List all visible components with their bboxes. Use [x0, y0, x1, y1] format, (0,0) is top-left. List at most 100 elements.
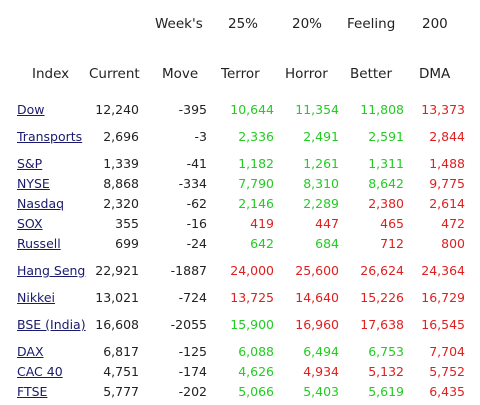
cell-current: 5,777: [103, 384, 139, 399]
cell-dma: 13,373: [421, 102, 465, 117]
cell-horror: 684: [315, 236, 339, 251]
cell-horror: 5,403: [303, 384, 339, 399]
cell-dma: 1,488: [429, 156, 465, 171]
header-move: Move: [162, 66, 199, 82]
cell-horror: 14,640: [295, 290, 339, 305]
cell-current: 16,608: [95, 317, 139, 332]
cell-dma: 16,545: [421, 317, 465, 332]
cell-horror: 25,600: [295, 263, 339, 278]
cell-better: 17,638: [360, 317, 404, 332]
cell-better: 712: [380, 236, 404, 251]
cell-current: 22,921: [95, 263, 139, 278]
cell-dma: 472: [441, 216, 465, 231]
cell-dma: 5,752: [429, 364, 465, 379]
header-index: Index: [32, 66, 70, 82]
cell-better: 6,753: [368, 344, 404, 359]
cell-move: -334: [178, 176, 207, 191]
cell-terror: 24,000: [230, 263, 274, 278]
cell-better: 465: [380, 216, 404, 231]
cell-current: 12,240: [95, 102, 139, 117]
header-better: Better: [350, 66, 393, 82]
cell-better: 26,624: [360, 263, 404, 278]
cell-horror: 16,960: [295, 317, 339, 332]
index-link[interactable]: Nikkei: [17, 290, 56, 305]
cell-dma: 9,775: [429, 176, 465, 191]
cell-move: -62: [186, 196, 207, 211]
cell-dma: 800: [441, 236, 465, 251]
header-dma-top: 200: [422, 16, 448, 32]
index-link[interactable]: Dow: [17, 102, 45, 117]
cell-better: 15,226: [360, 290, 404, 305]
cell-move: -41: [186, 156, 207, 171]
cell-horror: 4,934: [303, 364, 339, 379]
index-link[interactable]: BSE (India): [17, 317, 86, 332]
cell-current: 8,868: [103, 176, 139, 191]
cell-terror: 2,336: [238, 129, 274, 144]
header-move-top: Week's: [155, 16, 203, 32]
cell-current: 4,751: [103, 364, 139, 379]
index-link[interactable]: NYSE: [17, 176, 50, 191]
index-link[interactable]: Hang Seng: [17, 263, 86, 278]
cell-move: -24: [186, 236, 207, 251]
cell-move: -202: [178, 384, 207, 399]
cell-current: 2,320: [103, 196, 139, 211]
cell-horror: 2,491: [303, 129, 339, 144]
index-link[interactable]: DAX: [17, 344, 44, 359]
cell-terror: 2,146: [238, 196, 274, 211]
cell-terror: 10,644: [230, 102, 274, 117]
cell-better: 1,311: [368, 156, 404, 171]
cell-better: 5,132: [368, 364, 404, 379]
cell-terror: 1,182: [238, 156, 274, 171]
cell-horror: 1,261: [303, 156, 339, 171]
cell-current: 2,696: [103, 129, 139, 144]
header-horror-top: 20%: [292, 16, 323, 32]
index-link[interactable]: Nasdaq: [17, 196, 65, 211]
cell-dma: 6,435: [429, 384, 465, 399]
cell-move: -125: [178, 344, 207, 359]
cell-horror: 447: [315, 216, 339, 231]
header-current: Current: [89, 66, 140, 82]
header-horror: Horror: [285, 66, 328, 82]
cell-move: -1887: [170, 263, 207, 278]
cell-terror: 6,088: [238, 344, 274, 359]
cell-better: 5,619: [368, 384, 404, 399]
header-terror-top: 25%: [228, 16, 259, 32]
cell-terror: 15,900: [230, 317, 274, 332]
cell-terror: 7,790: [238, 176, 274, 191]
header-better-top: Feeling: [347, 16, 396, 32]
cell-dma: 7,704: [429, 344, 465, 359]
cell-current: 13,021: [95, 290, 139, 305]
cell-terror: 419: [250, 216, 274, 231]
cell-move: -2055: [170, 317, 207, 332]
cell-terror: 5,066: [238, 384, 274, 399]
cell-horror: 6,494: [303, 344, 339, 359]
index-link[interactable]: Russell: [17, 236, 61, 251]
index-link[interactable]: Transports: [17, 129, 83, 144]
cell-move: -395: [178, 102, 207, 117]
cell-move: -174: [178, 364, 207, 379]
header-terror: Terror: [221, 66, 260, 82]
index-link[interactable]: FTSE: [17, 384, 48, 399]
header-dma: DMA: [419, 66, 451, 82]
index-link[interactable]: SOX: [17, 216, 43, 231]
index-link[interactable]: CAC 40: [17, 364, 63, 379]
cell-better: 8,642: [368, 176, 404, 191]
cell-move: -16: [186, 216, 207, 231]
cell-dma: 2,844: [429, 129, 465, 144]
cell-move: -3: [194, 129, 207, 144]
cell-horror: 8,310: [303, 176, 339, 191]
cell-terror: 642: [250, 236, 274, 251]
cell-current: 355: [115, 216, 139, 231]
cell-current: 1,339: [103, 156, 139, 171]
cell-better: 2,380: [368, 196, 404, 211]
cell-move: -724: [178, 290, 207, 305]
cell-horror: 11,354: [295, 102, 339, 117]
cell-dma: 16,729: [421, 290, 465, 305]
cell-horror: 2,289: [303, 196, 339, 211]
cell-terror: 4,626: [238, 364, 274, 379]
index-link[interactable]: S&P: [17, 156, 43, 171]
cell-current: 6,817: [103, 344, 139, 359]
cell-dma: 2,614: [429, 196, 465, 211]
cell-current: 699: [115, 236, 139, 251]
cell-better: 11,808: [360, 102, 404, 117]
